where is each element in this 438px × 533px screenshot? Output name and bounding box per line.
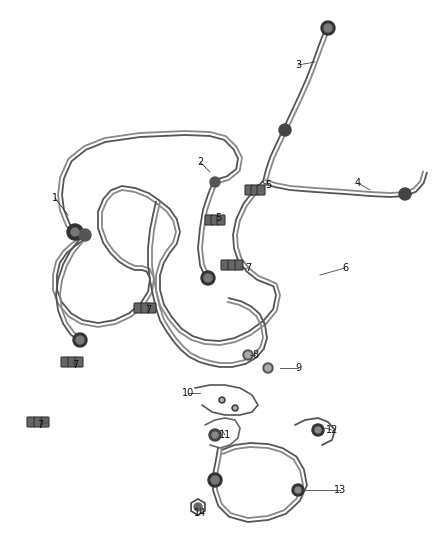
Circle shape [312,424,324,436]
FancyBboxPatch shape [228,260,236,270]
Text: 7: 7 [245,263,251,273]
FancyBboxPatch shape [257,185,265,195]
FancyBboxPatch shape [68,357,76,367]
Circle shape [211,476,219,484]
Circle shape [292,484,304,496]
FancyBboxPatch shape [251,185,259,195]
FancyBboxPatch shape [235,260,243,270]
Circle shape [399,188,411,200]
FancyBboxPatch shape [41,417,49,427]
FancyBboxPatch shape [61,357,69,367]
Text: 8: 8 [252,350,258,360]
Circle shape [315,427,321,433]
Circle shape [295,487,301,493]
Circle shape [210,177,220,187]
Text: 10: 10 [182,388,194,398]
FancyBboxPatch shape [134,303,142,313]
FancyBboxPatch shape [205,215,213,225]
FancyBboxPatch shape [211,215,219,225]
Text: 7: 7 [72,360,78,370]
Text: 5: 5 [265,180,271,190]
Circle shape [201,271,215,285]
Circle shape [232,405,238,411]
Text: 1: 1 [52,193,58,203]
Circle shape [321,21,335,35]
FancyBboxPatch shape [141,303,149,313]
FancyBboxPatch shape [34,417,42,427]
Circle shape [212,432,218,438]
Circle shape [208,473,222,487]
Circle shape [204,274,212,282]
FancyBboxPatch shape [245,185,253,195]
Circle shape [76,336,84,344]
FancyBboxPatch shape [148,303,156,313]
Text: 6: 6 [342,263,348,273]
Circle shape [245,352,251,358]
Text: 4: 4 [355,178,361,188]
Circle shape [279,124,291,136]
Text: 11: 11 [219,430,231,440]
FancyBboxPatch shape [75,357,83,367]
Circle shape [67,224,83,240]
Circle shape [219,397,225,403]
Circle shape [243,350,253,360]
FancyBboxPatch shape [27,417,35,427]
Circle shape [233,407,237,409]
Text: 3: 3 [295,60,301,70]
Circle shape [194,503,202,511]
Circle shape [71,228,79,236]
Circle shape [220,399,223,401]
Text: 7: 7 [145,305,151,315]
Text: 5: 5 [215,213,221,223]
Text: 2: 2 [197,157,203,167]
Text: 9: 9 [295,363,301,373]
Text: 7: 7 [37,420,43,430]
FancyBboxPatch shape [217,215,225,225]
Circle shape [265,365,271,371]
Circle shape [209,429,221,441]
Circle shape [324,24,332,32]
Text: 12: 12 [326,425,338,435]
Circle shape [79,229,91,241]
Circle shape [263,363,273,373]
Text: 14: 14 [194,508,206,518]
Text: 13: 13 [334,485,346,495]
FancyBboxPatch shape [221,260,229,270]
Circle shape [73,333,87,347]
